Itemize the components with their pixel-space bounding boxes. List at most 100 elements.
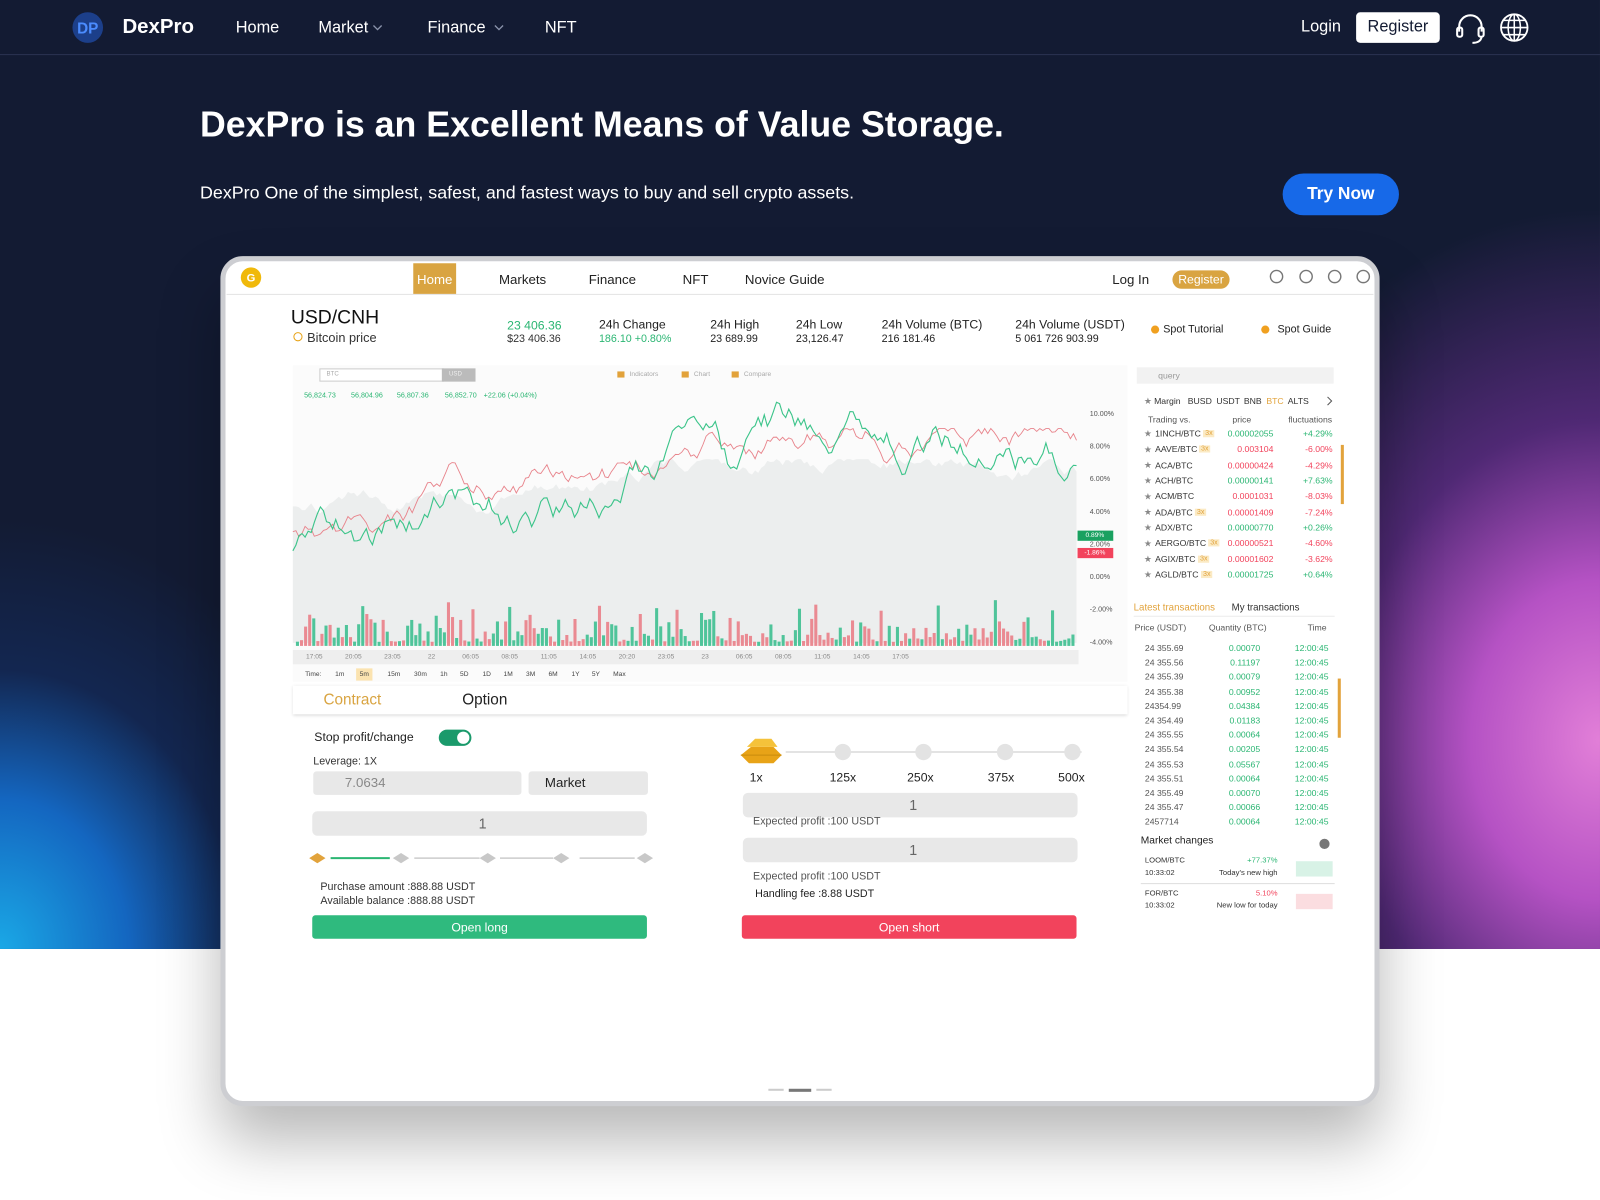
time-label: 06:05 bbox=[462, 653, 479, 661]
time-axis bbox=[292, 649, 1079, 665]
change-time: 10:33:02 bbox=[1144, 867, 1175, 878]
market-pair[interactable]: ACM/BTC bbox=[1155, 491, 1195, 502]
nav-link[interactable]: Finance bbox=[427, 19, 486, 37]
open-long-label[interactable]: Open long bbox=[451, 920, 508, 935]
leverage-option[interactable]: 375x bbox=[987, 770, 1015, 785]
volume-bar bbox=[348, 637, 353, 646]
app-register-label[interactable]: Register bbox=[1178, 272, 1224, 287]
volume-bar bbox=[797, 608, 802, 646]
pager-dot-active[interactable] bbox=[788, 1088, 812, 1092]
leverage-option[interactable]: 500x bbox=[1058, 770, 1085, 785]
app-register[interactable] bbox=[1172, 270, 1230, 289]
login-link[interactable]: Login bbox=[1301, 18, 1341, 36]
currency: USD bbox=[448, 371, 462, 378]
spot-link[interactable]: Spot Tutorial bbox=[1163, 323, 1224, 336]
app-nav-link[interactable]: NFT bbox=[682, 271, 709, 288]
open-short[interactable] bbox=[741, 915, 1077, 939]
trade-price: 24 355.51 bbox=[1144, 773, 1184, 784]
search-box[interactable] bbox=[1136, 367, 1334, 384]
cta-label[interactable]: Try Now bbox=[1307, 183, 1375, 204]
chart-tool[interactable]: Indicators bbox=[629, 370, 659, 379]
stepper[interactable] bbox=[742, 837, 1078, 863]
period[interactable]: 3M bbox=[526, 670, 536, 679]
market-pair[interactable]: 1INCH/BTC bbox=[1155, 428, 1201, 439]
nav-link[interactable]: NFT bbox=[544, 19, 577, 37]
period[interactable]: 1D bbox=[482, 670, 491, 679]
market-pair[interactable]: ADX/BTC bbox=[1155, 522, 1193, 533]
chart-tool[interactable]: Compare bbox=[743, 370, 772, 379]
market-pair[interactable]: AERGO/BTC bbox=[1155, 538, 1207, 549]
volume-bar bbox=[553, 641, 557, 646]
market-tab[interactable]: BTC bbox=[1266, 395, 1284, 407]
volume-bar bbox=[683, 636, 687, 646]
volume-bar bbox=[332, 637, 336, 646]
period[interactable]: 5m bbox=[359, 670, 369, 679]
period[interactable]: 1M bbox=[503, 670, 513, 679]
order-select[interactable] bbox=[528, 771, 648, 795]
market-pair[interactable]: ACH/BTC bbox=[1155, 475, 1194, 486]
trade-tab[interactable]: Latest transactions bbox=[1133, 602, 1216, 614]
open-short-label[interactable]: Open short bbox=[878, 920, 940, 935]
cta-button[interactable] bbox=[1282, 173, 1399, 216]
volume-bar bbox=[389, 641, 393, 646]
app-nav-link[interactable]: Finance bbox=[588, 271, 636, 288]
register-label[interactable]: Register bbox=[1367, 18, 1429, 36]
leverage-option[interactable]: 250x bbox=[907, 770, 934, 785]
star: ★ bbox=[1144, 523, 1152, 533]
volume-bar bbox=[965, 624, 969, 646]
volume-bar bbox=[761, 633, 765, 646]
period[interactable]: 1h bbox=[440, 670, 448, 679]
period[interactable]: 5Y bbox=[591, 670, 600, 679]
market-tab[interactable]: USDT bbox=[1216, 395, 1240, 407]
nav-link[interactable]: Home bbox=[235, 19, 280, 37]
market-tab[interactable]: BUSD bbox=[1187, 395, 1212, 407]
tab[interactable]: Option bbox=[462, 691, 508, 709]
open-long[interactable] bbox=[312, 915, 647, 939]
market-tab[interactable]: ALTS bbox=[1287, 395, 1309, 407]
period[interactable]: Max bbox=[613, 670, 626, 679]
volume-bar bbox=[524, 620, 528, 646]
period[interactable]: 1m bbox=[335, 670, 345, 679]
trade-tab[interactable]: My transactions bbox=[1231, 602, 1300, 614]
pager-dot[interactable] bbox=[768, 1088, 784, 1091]
period[interactable]: 30m bbox=[413, 670, 427, 679]
trade-quantity: 0.00079 bbox=[1228, 671, 1261, 683]
stepper[interactable] bbox=[312, 811, 647, 836]
tool-icon bbox=[617, 371, 625, 378]
leverage-option[interactable]: 1x bbox=[749, 770, 763, 785]
app-nav-link[interactable]: Markets bbox=[498, 271, 547, 288]
market-tab[interactable]: Margin bbox=[1154, 395, 1181, 407]
axis-label: 0.00% bbox=[1089, 573, 1111, 582]
market-tab[interactable]: BNB bbox=[1243, 395, 1262, 407]
nav-link[interactable]: Market bbox=[318, 19, 369, 37]
chart-tool[interactable]: Chart bbox=[693, 370, 711, 379]
market-price: 0.00000770 bbox=[1227, 522, 1274, 533]
volume-bar bbox=[724, 640, 728, 646]
leverage-option[interactable]: 125x bbox=[829, 770, 857, 785]
register-button[interactable] bbox=[1356, 12, 1440, 43]
price-input[interactable] bbox=[313, 771, 522, 795]
support-icon[interactable] bbox=[1453, 11, 1488, 46]
period[interactable]: 1Y bbox=[571, 670, 580, 679]
market-pair[interactable]: ACA/BTC bbox=[1155, 459, 1193, 471]
market-pair[interactable]: AGLD/BTC bbox=[1155, 569, 1199, 580]
volume-bar bbox=[328, 624, 332, 646]
app-nav-link[interactable]: Novice Guide bbox=[744, 271, 825, 288]
volume-bar bbox=[781, 635, 785, 646]
period[interactable]: 6M bbox=[548, 670, 558, 679]
language-icon[interactable] bbox=[1499, 12, 1530, 43]
period[interactable]: 5D bbox=[460, 670, 469, 679]
market-pair[interactable]: ADA/BTC bbox=[1155, 506, 1193, 518]
market-pair[interactable]: AAVE/BTC bbox=[1155, 444, 1198, 455]
spot-link[interactable]: Spot Guide bbox=[1277, 323, 1332, 336]
market-pair[interactable]: AGIX/BTC bbox=[1155, 553, 1196, 565]
period[interactable]: 15m bbox=[387, 670, 401, 679]
app-login[interactable]: Log In bbox=[1112, 271, 1150, 288]
tab[interactable]: Contract bbox=[323, 691, 382, 709]
stop-label: Stop profit/change bbox=[314, 729, 414, 744]
stepper[interactable] bbox=[742, 792, 1078, 818]
app-nav-link[interactable]: Home bbox=[416, 271, 453, 288]
trade-quantity: 0.05567 bbox=[1228, 758, 1261, 769]
pager-dot[interactable] bbox=[816, 1088, 832, 1091]
market-change: -3.62% bbox=[1305, 553, 1333, 565]
